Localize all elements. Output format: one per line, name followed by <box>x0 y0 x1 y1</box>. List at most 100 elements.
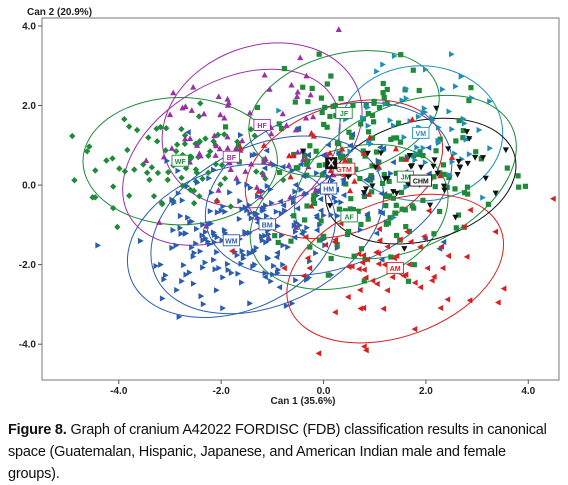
point-jf <box>384 86 390 93</box>
point-wm <box>169 244 176 251</box>
point-hm <box>378 190 385 197</box>
point-am <box>437 304 444 312</box>
point-wm <box>269 199 275 207</box>
point-wm <box>291 222 298 229</box>
point-jm <box>353 166 359 172</box>
point-bf <box>203 222 210 229</box>
point-jm <box>420 197 426 203</box>
point-jm <box>431 174 437 180</box>
point-vm <box>403 184 410 191</box>
point-hf <box>279 110 286 117</box>
point-wm <box>177 212 184 220</box>
point-wf <box>121 115 128 123</box>
point-wf <box>143 169 151 176</box>
point-chm <box>393 190 400 197</box>
point-af <box>307 143 313 149</box>
point-wm <box>297 222 303 229</box>
point-am <box>356 286 363 294</box>
point-am <box>381 261 388 268</box>
point-am <box>406 261 412 268</box>
point-vm <box>276 107 282 114</box>
point-jm <box>381 172 387 178</box>
point-wm <box>225 260 231 268</box>
point-hm <box>368 174 375 181</box>
point-af <box>304 203 310 209</box>
point-bm <box>261 207 267 214</box>
point-jm <box>313 148 319 154</box>
point-wm <box>211 256 217 263</box>
point-am <box>550 195 556 202</box>
point-wm <box>270 271 276 278</box>
point-vm <box>391 52 398 60</box>
point-hm <box>317 207 324 214</box>
point-gtm <box>342 156 349 163</box>
point-vm <box>422 109 429 116</box>
point-hm <box>277 198 284 205</box>
point-bm <box>181 262 187 269</box>
point-am <box>389 274 396 281</box>
point-am <box>444 296 451 303</box>
point-jm <box>411 262 417 268</box>
point-gtm <box>290 152 297 159</box>
point-hm <box>300 173 307 180</box>
point-wf <box>205 169 212 176</box>
point-af <box>358 246 365 252</box>
point-bm <box>202 228 209 236</box>
point-jf <box>330 103 336 109</box>
point-hf <box>283 122 290 128</box>
point-af <box>291 213 297 219</box>
point-hm <box>425 144 432 151</box>
x-tick-label: 4.0 <box>521 386 535 397</box>
point-chm <box>433 105 440 112</box>
point-hf <box>168 145 175 151</box>
centroid-box-chm <box>409 174 433 187</box>
point-hf <box>212 152 219 158</box>
point-af <box>275 239 281 246</box>
point-jf <box>410 67 416 73</box>
point-jf <box>281 65 288 72</box>
point-jm <box>357 175 363 182</box>
point-wf <box>181 132 189 139</box>
point-jf <box>371 100 377 106</box>
point-wm <box>246 250 253 257</box>
point-bm <box>220 274 226 281</box>
point-jm <box>453 225 459 231</box>
point-hf <box>303 72 310 79</box>
point-vm <box>435 124 442 131</box>
point-vm <box>374 68 380 75</box>
point-chm <box>479 155 487 161</box>
point-wm <box>279 232 285 239</box>
y-tick-label: -4.0 <box>19 340 37 351</box>
point-hm <box>262 273 268 281</box>
point-wm <box>179 197 186 204</box>
point-vm <box>487 145 494 152</box>
point-jm <box>456 117 462 124</box>
point-wm <box>200 237 207 244</box>
x-tick-label: 2.0 <box>419 386 433 397</box>
point-bm <box>207 208 214 215</box>
point-chm <box>390 189 397 195</box>
point-wm <box>199 232 206 239</box>
point-vm <box>360 114 366 122</box>
point-jf <box>305 98 311 105</box>
point-chm <box>430 163 437 170</box>
point-hm <box>280 202 287 209</box>
y-axis-label: Can 2 (20.9%) <box>27 7 92 18</box>
point-am <box>425 207 432 214</box>
point-jf <box>235 143 242 149</box>
point-jm <box>433 148 439 154</box>
point-jm <box>478 156 484 162</box>
centroid-box-bf <box>222 150 241 163</box>
point-chm <box>434 170 441 177</box>
point-jf <box>300 84 306 90</box>
unknown-case-box <box>325 157 338 170</box>
point-af <box>348 196 354 202</box>
point-wm <box>298 186 305 193</box>
point-jf <box>324 81 330 87</box>
point-hm <box>294 125 301 132</box>
point-hf <box>200 110 208 117</box>
point-bm <box>335 212 341 220</box>
point-chm <box>492 190 499 197</box>
point-wm <box>137 237 144 245</box>
point-wf <box>83 148 91 155</box>
